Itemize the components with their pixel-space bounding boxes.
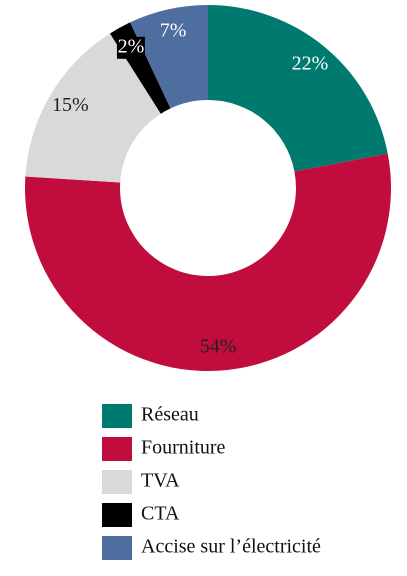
slice (25, 33, 161, 183)
data-label: 15% (52, 94, 89, 116)
legend-label: CTA (141, 503, 180, 525)
legend-swatch (102, 536, 132, 560)
legend-label: TVA (141, 470, 180, 492)
legend-label: Fourniture (141, 437, 226, 459)
legend-swatch (102, 437, 132, 461)
legend-swatch (102, 503, 132, 527)
slice (130, 4, 208, 109)
label-box (116, 36, 145, 59)
legend-swatch (102, 404, 132, 428)
slice (25, 153, 391, 371)
legend-label: Accise sur l’électricité (141, 536, 321, 558)
data-label: 22% (292, 52, 329, 74)
legend-swatch (102, 470, 132, 494)
data-label: 2% (118, 35, 145, 57)
data-label: 54% (200, 335, 237, 357)
slice (208, 5, 388, 172)
data-label: 7% (160, 19, 187, 41)
legend-label: Réseau (141, 404, 199, 426)
